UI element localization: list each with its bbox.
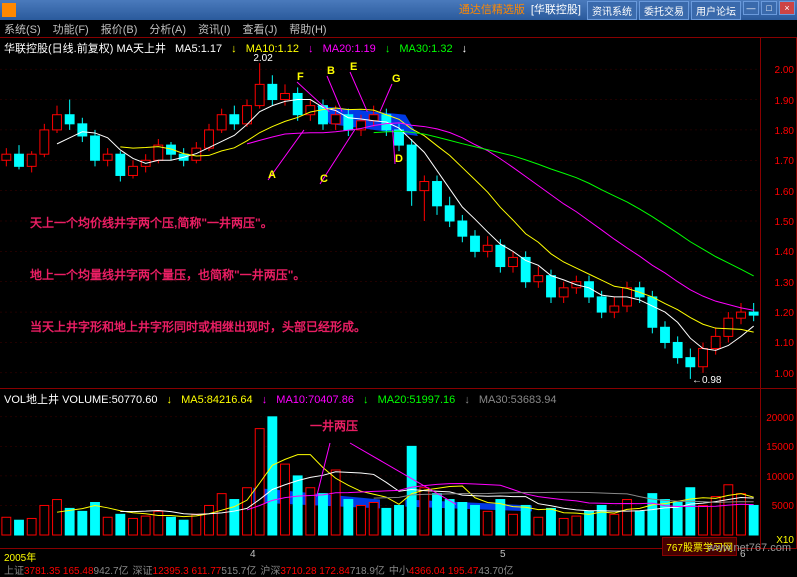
price-scale: 2.001.901.801.701.601.501.401.301.201.10…	[760, 38, 796, 388]
watermark: www.net767.com	[707, 542, 791, 554]
menu-bar: 系统(S) 功能(F) 报价(B) 分析(A) 资讯(I) 查看(J) 帮助(H…	[0, 20, 797, 38]
menu-view[interactable]: 查看(J)	[242, 21, 277, 37]
vol-annotation: 一井两压	[310, 417, 358, 434]
svg-text:D: D	[395, 153, 403, 165]
trade-button[interactable]: 委托交易	[639, 1, 689, 20]
annotation-text: 天上一个均价线井字两个压,简称"一井两压"。	[30, 214, 273, 231]
menu-system[interactable]: 系统(S)	[4, 21, 41, 37]
volume-chart-area[interactable]: VOL地上井 VOLUME:50770.60 ↓ MA5:84216.64 ↓ …	[0, 388, 797, 548]
vol-canvas	[0, 405, 760, 549]
svg-text:E: E	[350, 61, 357, 73]
menu-function[interactable]: 功能(F)	[53, 21, 89, 37]
svg-text:B: B	[327, 65, 335, 77]
info-system-button[interactable]: 资讯系统	[587, 1, 637, 20]
timeline-month: 5	[500, 549, 506, 560]
menu-help[interactable]: 帮助(H)	[289, 21, 326, 37]
minimize-button[interactable]: —	[743, 1, 759, 15]
svg-text:C: C	[320, 173, 328, 185]
menu-quote[interactable]: 报价(B)	[101, 21, 138, 37]
close-button[interactable]: ×	[779, 1, 795, 15]
svg-text:G: G	[392, 73, 401, 85]
vol-scale: 2000015000100005000X10	[760, 389, 796, 548]
status-index: 沪深3710.28 172.84718.9亿	[260, 562, 385, 577]
svg-text:2.02: 2.02	[253, 54, 273, 64]
app-icon	[2, 3, 16, 17]
price-chart-area[interactable]: 华联控股(日线.前复权) MA天上井 MA5:1.17 ↓ MA10:1.12 …	[0, 38, 797, 388]
forum-button[interactable]: 用户论坛	[691, 1, 741, 20]
menu-analysis[interactable]: 分析(A)	[149, 21, 186, 37]
app-name: 通达信精选版	[459, 1, 525, 20]
title-bar: 通达信精选版 [华联控股] 资讯系统 委托交易 用户论坛 — □ ×	[0, 0, 797, 20]
svg-text:←0.98: ←0.98	[692, 375, 722, 386]
status-index: 深证12395.3 611.77515.7亿	[133, 562, 257, 577]
maximize-button[interactable]: □	[761, 1, 777, 15]
timeline-year: 2005年	[4, 549, 36, 564]
svg-text:F: F	[297, 71, 304, 83]
annotation-text: 地上一个均量线井字两个量压，也简称"一井两压"。	[30, 266, 305, 283]
status-index: 中小4366.04 195.4743.70亿	[389, 562, 514, 577]
annotation-text: 当天上井字形和地上井字形同时或相继出现时，头部已经形成。	[30, 318, 366, 335]
stock-name: [华联控股]	[531, 1, 581, 20]
menu-info[interactable]: 资讯(I)	[198, 21, 230, 37]
timeline-month: 4	[250, 549, 256, 560]
svg-text:A: A	[268, 169, 276, 181]
